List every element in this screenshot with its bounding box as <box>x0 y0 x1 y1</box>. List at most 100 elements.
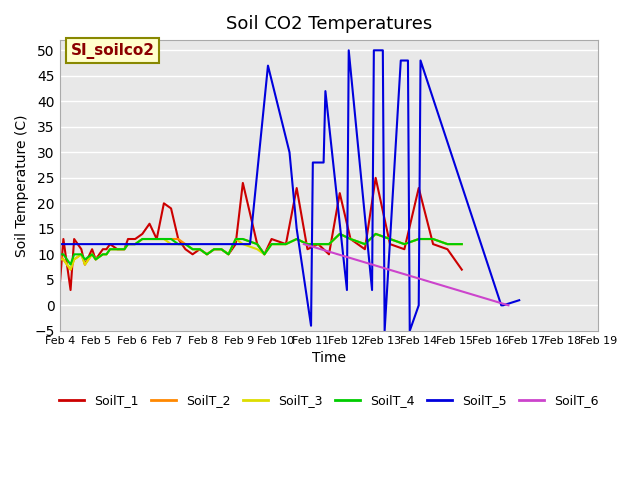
SoilT_2 <box>196 246 204 252</box>
SoilT_2 <box>282 241 290 247</box>
SoilT_2 <box>113 246 121 252</box>
SoilT_2 <box>211 246 218 252</box>
SoilT_3 <box>401 241 408 247</box>
SoilT_4 <box>211 246 218 252</box>
SoilT_3 <box>458 241 466 247</box>
SoilT_3 <box>225 252 232 257</box>
SoilT_1 <box>56 282 63 288</box>
SoilT_2 <box>99 252 107 257</box>
SoilT_3 <box>268 241 275 247</box>
SoilT_5 <box>515 297 523 303</box>
SoilT_1 <box>415 185 422 191</box>
SoilT_4 <box>174 241 182 247</box>
SoilT_3 <box>99 252 107 257</box>
SoilT_2 <box>60 256 67 262</box>
SoilT_2 <box>314 241 322 247</box>
SoilT_2 <box>88 252 96 257</box>
SoilT_2 <box>303 241 311 247</box>
SoilT_3 <box>138 236 146 242</box>
SoilT_4 <box>56 252 63 257</box>
Title: Soil CO2 Temperatures: Soil CO2 Temperatures <box>226 15 432 33</box>
SoilT_5 <box>320 160 328 166</box>
SoilT_4 <box>81 256 89 262</box>
SoilT_3 <box>361 241 369 247</box>
SoilT_1 <box>67 287 74 293</box>
SoilT_4 <box>160 236 168 242</box>
SoilT_4 <box>325 241 333 247</box>
SoilT_4 <box>120 246 128 252</box>
SoilT_1 <box>203 252 211 257</box>
SoilT_5 <box>285 149 293 155</box>
SoilT_2 <box>70 256 78 262</box>
SoilT_4 <box>293 236 301 242</box>
SoilT_2 <box>153 236 161 242</box>
SoilT_4 <box>106 246 114 252</box>
SoilT_1 <box>347 236 355 242</box>
SoilT_4 <box>77 252 85 257</box>
SoilT_4 <box>239 236 246 242</box>
SoilT_1 <box>401 246 408 252</box>
SoilT_5 <box>307 323 315 329</box>
SoilT_4 <box>444 241 451 247</box>
SoilT_5 <box>264 63 272 69</box>
SoilT_1 <box>268 236 275 242</box>
SoilT_1 <box>99 246 107 252</box>
Line: SoilT_5: SoilT_5 <box>60 50 519 331</box>
SoilT_2 <box>146 236 154 242</box>
SoilT_3 <box>182 241 189 247</box>
SoilT_2 <box>429 236 437 242</box>
Line: SoilT_4: SoilT_4 <box>60 234 462 264</box>
Line: SoilT_2: SoilT_2 <box>60 234 462 270</box>
SoilT_5 <box>499 302 507 308</box>
Line: SoilT_1: SoilT_1 <box>60 178 462 290</box>
SoilT_5 <box>379 48 387 53</box>
SoilT_1 <box>88 246 96 252</box>
SoilT_4 <box>70 252 78 257</box>
SoilT_4 <box>268 241 275 247</box>
SoilT_2 <box>189 246 196 252</box>
SoilT_3 <box>211 246 218 252</box>
Line: SoilT_3: SoilT_3 <box>60 234 462 270</box>
SoilT_1 <box>182 246 189 252</box>
SoilT_4 <box>113 246 121 252</box>
SoilT_4 <box>429 236 437 242</box>
SoilT_1 <box>386 241 394 247</box>
SoilT_2 <box>102 252 110 257</box>
SoilT_1 <box>218 246 225 252</box>
SoilT_2 <box>325 241 333 247</box>
SoilT_3 <box>146 236 154 242</box>
SoilT_3 <box>167 241 175 247</box>
SoilT_1 <box>211 246 218 252</box>
SoilT_4 <box>60 252 67 257</box>
SoilT_1 <box>458 267 466 273</box>
SoilT_2 <box>386 236 394 242</box>
SoilT_3 <box>218 246 225 252</box>
SoilT_1 <box>253 241 261 247</box>
SoilT_1 <box>102 246 110 252</box>
SoilT_2 <box>138 236 146 242</box>
X-axis label: Time: Time <box>312 351 346 365</box>
SoilT_4 <box>67 262 74 267</box>
SoilT_6 <box>504 302 512 308</box>
SoilT_2 <box>239 236 246 242</box>
SoilT_2 <box>372 231 380 237</box>
SoilT_1 <box>303 246 311 252</box>
SoilT_3 <box>303 241 311 247</box>
SoilT_4 <box>218 246 225 252</box>
SoilT_3 <box>67 267 74 273</box>
SoilT_4 <box>225 252 232 257</box>
SoilT_1 <box>160 201 168 206</box>
SoilT_3 <box>336 231 344 237</box>
SoilT_2 <box>77 252 85 257</box>
SoilT_3 <box>124 241 132 247</box>
SoilT_5 <box>399 58 406 63</box>
SoilT_5 <box>404 58 412 63</box>
SoilT_4 <box>303 241 311 247</box>
SoilT_4 <box>372 231 380 237</box>
SoilT_1 <box>196 246 204 252</box>
SoilT_1 <box>60 236 67 242</box>
SoilT_4 <box>189 246 196 252</box>
SoilT_2 <box>67 267 74 273</box>
SoilT_4 <box>146 236 154 242</box>
SoilT_1 <box>131 236 139 242</box>
